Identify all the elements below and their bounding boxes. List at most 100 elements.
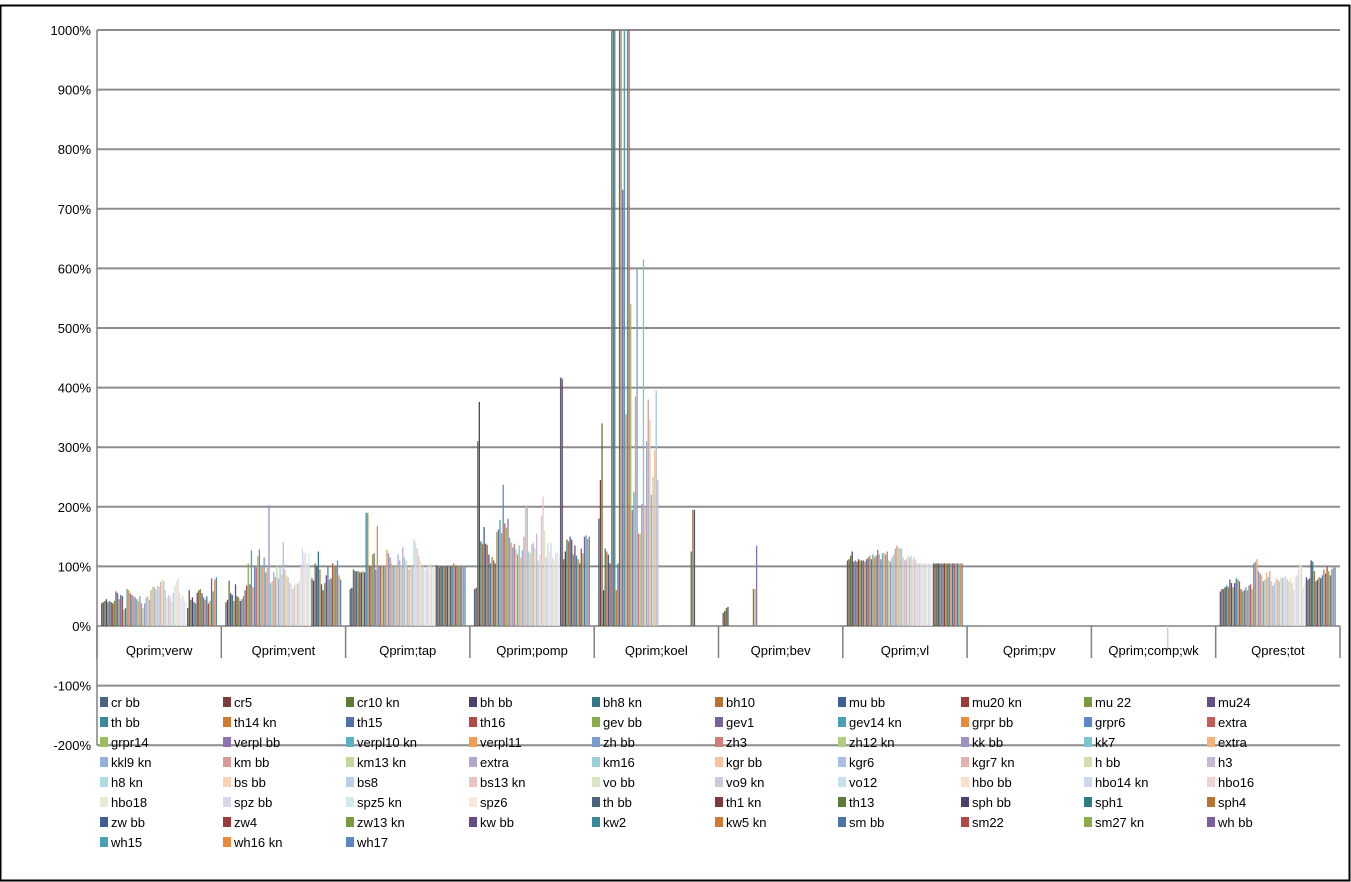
bar [899,549,900,626]
bar [914,557,915,626]
bar [511,543,512,626]
legend-label: th1 kn [726,795,761,810]
bar [1234,583,1235,626]
bar [606,552,607,627]
bar [753,589,754,626]
legend-swatch [346,737,354,747]
bar [603,590,604,626]
bar [1231,583,1232,626]
bar [201,593,202,626]
bar [241,599,242,626]
bar [641,504,642,626]
bar [944,563,945,626]
legend-swatch [1207,717,1215,727]
bar [643,259,644,626]
bar [147,596,148,626]
bar [601,423,602,626]
legend-label: gev bb [603,715,642,730]
bar [609,563,610,626]
bar [962,563,963,626]
bar [723,613,724,626]
bar [456,566,457,626]
bar [134,597,135,626]
bar [119,599,120,626]
legend-label: sph4 [1218,795,1246,810]
bar [329,580,330,626]
legend-swatch [223,837,231,847]
legend-swatch [100,717,108,727]
bar [370,566,371,626]
bar [394,566,395,626]
bar [904,560,905,626]
legend-swatch [469,777,477,787]
bar [1271,581,1272,626]
bar [426,566,427,626]
legend-swatch [469,797,477,807]
bar [952,563,953,626]
bar [131,595,132,626]
bar [483,527,484,626]
bar [866,559,867,626]
bar [168,595,169,626]
bar [1277,580,1278,626]
bar [372,554,373,626]
legend-swatch [100,777,108,787]
bar [1314,571,1315,626]
bar [248,563,249,626]
bar [1255,562,1256,626]
legend-swatch [715,737,723,747]
bar [361,572,362,626]
bar [920,563,921,626]
legend-label: th bb [603,795,632,810]
bar [877,550,878,626]
bar [1280,577,1281,626]
legend-label: wh15 [110,835,142,850]
bar [1304,584,1305,626]
bar [573,554,574,626]
bar [388,553,389,626]
bar [503,485,504,626]
bar [520,557,521,626]
bar [491,557,492,626]
bar [424,569,425,626]
legend-swatch [838,797,846,807]
y-tick-label: -100% [53,679,91,694]
legend-label: vo12 [849,775,877,790]
bar [369,566,370,626]
bar [883,553,884,626]
legend-label: kkl9 kn [111,755,151,770]
legend-swatch [1207,817,1215,827]
legend-swatch [346,757,354,767]
bar [182,596,183,626]
bar [563,559,564,626]
legend-swatch [100,817,108,827]
legend-label: hbo bb [972,775,1012,790]
legend-label: hbo16 [1218,775,1254,790]
bar [174,585,175,626]
bar [198,590,199,626]
bar [386,550,387,626]
y-tick-label: 400% [58,381,92,396]
bar [149,600,150,626]
bar [611,30,612,626]
bar [605,549,606,626]
legend-swatch [838,697,846,707]
legend-label: spz5 kn [357,795,402,810]
bar [656,391,657,626]
bar [519,546,520,626]
legend-label: gev1 [726,715,754,730]
legend-label: kgr7 kn [972,755,1015,770]
bar [383,566,384,626]
legend-swatch [1207,737,1215,747]
x-tick-label: Qprim;vl [881,643,930,658]
bar [445,566,446,626]
bar [955,563,956,626]
bar [300,566,301,626]
bar [724,611,725,626]
bar [936,563,937,626]
legend-label: grpr bb [972,715,1013,730]
bar [190,600,191,626]
bar [442,566,443,626]
legend-swatch [592,757,600,767]
bar [240,601,241,626]
